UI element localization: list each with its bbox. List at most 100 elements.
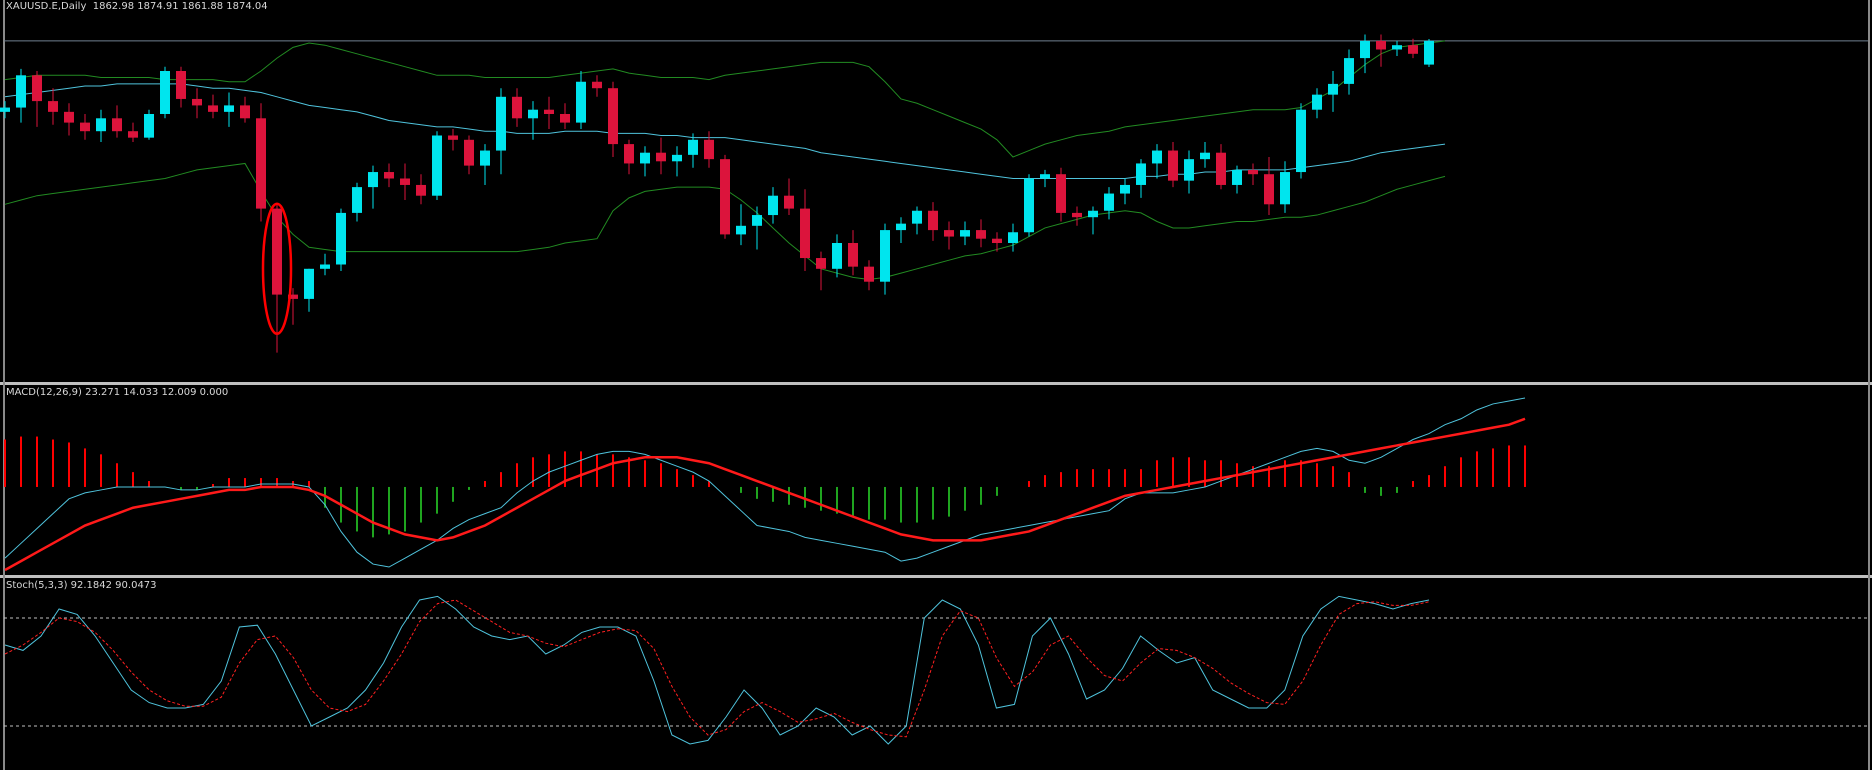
price-pane-label: XAUUSD.E,Daily 1862.98 1874.91 1861.88 1… (6, 1, 268, 12)
candle-body (560, 114, 570, 123)
macd-series-line-0 (4, 397, 1526, 568)
candle-body (1024, 178, 1034, 233)
candle-body (928, 210, 938, 231)
candle-body (768, 195, 778, 216)
candle-body (160, 71, 170, 114)
candle-body (1280, 172, 1290, 205)
candle-body (1184, 159, 1194, 181)
candle-body (528, 109, 538, 119)
candle-body (192, 98, 202, 106)
candle-body (544, 109, 554, 114)
candle-body (368, 172, 378, 188)
candle-body (288, 294, 298, 299)
candle-body (1296, 109, 1306, 173)
candle-body (208, 105, 218, 112)
candle-body (0, 107, 10, 112)
candle-body (272, 208, 282, 295)
candle-body (656, 152, 666, 162)
candle-body (144, 114, 154, 138)
macd-series-line-1 (4, 417, 1526, 572)
candle-body (848, 243, 858, 267)
stoch-series-line-0 (4, 595, 1430, 745)
candle-body (1360, 40, 1370, 59)
candle-body (592, 81, 602, 89)
candle-body (1392, 45, 1402, 50)
candle-body (336, 212, 346, 265)
candle-body (960, 230, 970, 237)
candle-body (176, 71, 186, 99)
candle-body (784, 195, 794, 209)
candle-body (1072, 212, 1082, 218)
candle-body (464, 139, 474, 166)
candle-body (1200, 152, 1210, 160)
candle-body (1088, 210, 1098, 218)
candle-body (64, 111, 74, 123)
candle-body (16, 75, 26, 108)
candle-body (1264, 174, 1274, 205)
candle-body (1056, 174, 1066, 213)
candle-body (256, 118, 266, 209)
candle-body (416, 184, 426, 196)
candle-body (1344, 58, 1354, 84)
candle-body (896, 223, 906, 231)
candle-body (1408, 45, 1418, 54)
candle-body (304, 268, 314, 299)
candle-body (1168, 150, 1178, 181)
candle-body (624, 144, 634, 164)
chart-left-border (3, 0, 5, 770)
candle-body (672, 154, 682, 162)
candle-body (432, 135, 442, 196)
candle-body (320, 264, 330, 269)
candle-body (880, 230, 890, 282)
candle-body (128, 131, 138, 138)
candle-body (864, 266, 874, 282)
candle-body (448, 135, 458, 140)
candle-body (112, 118, 122, 132)
candle-body (1328, 83, 1338, 95)
candle-body (384, 172, 394, 179)
candle-body (1104, 193, 1114, 211)
candle-body (1040, 174, 1050, 179)
candle-body (1216, 152, 1226, 185)
candle-body (96, 118, 106, 132)
candle-body (480, 150, 490, 166)
candle-body (512, 96, 522, 119)
candle-body (1120, 184, 1130, 194)
candle-body (992, 238, 1002, 243)
candle-body (576, 81, 586, 123)
chart-right-border (1868, 0, 1870, 770)
candle-body (240, 105, 250, 119)
candle-body (800, 208, 810, 259)
candle-body (976, 230, 986, 239)
candle-body (352, 187, 362, 213)
candle-body (608, 88, 618, 145)
candle-body (1424, 40, 1434, 65)
candle-body (1232, 169, 1242, 185)
candle-body (1376, 40, 1386, 50)
price-series-line-0 (4, 40, 1446, 158)
candle-body (736, 225, 746, 235)
candle-body (720, 159, 730, 235)
candle-body (1248, 169, 1258, 175)
candle-body (224, 105, 234, 112)
candle-body (80, 122, 90, 132)
candle-body (816, 258, 826, 269)
candle-body (1312, 94, 1322, 110)
pane-separator-macd[interactable] (0, 382, 1872, 385)
candle-body (944, 230, 954, 237)
stoch-series-line-1 (4, 599, 1430, 738)
candle-body (688, 139, 698, 155)
candle-body (1152, 150, 1162, 164)
candle-body (1008, 232, 1018, 243)
candle-body (496, 96, 506, 151)
candle-body (832, 243, 842, 269)
candle-body (32, 75, 42, 102)
candle-body (48, 101, 58, 112)
pane-separator-stoch[interactable] (0, 575, 1872, 578)
highlight-circle (261, 202, 293, 336)
candle-body (752, 215, 762, 226)
macd-pane-label: MACD(12,26,9) 23.271 14.033 12.009 0.000 (6, 387, 229, 398)
stoch-pane-label: Stoch(5,3,3) 92.1842 90.0473 (6, 580, 157, 591)
